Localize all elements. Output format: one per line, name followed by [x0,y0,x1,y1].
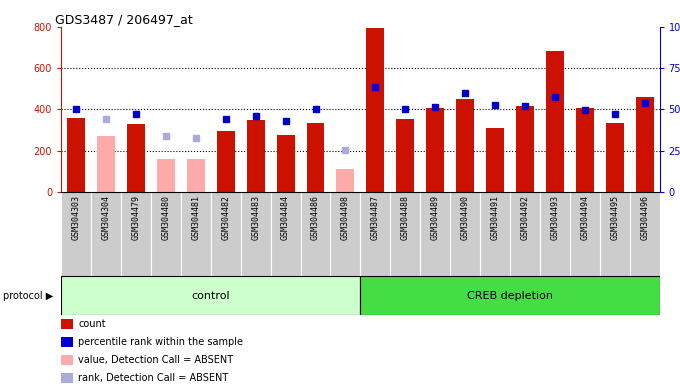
Text: GSM304498: GSM304498 [341,195,350,240]
Bar [271,192,301,276]
Text: count: count [78,319,106,329]
Bar [181,192,211,276]
Bar [600,192,630,276]
Bar [151,192,181,276]
Text: GSM304496: GSM304496 [640,195,649,240]
Bar [546,51,564,192]
Bar [367,28,384,192]
Text: control: control [192,291,230,301]
Bar [61,192,91,276]
Text: GSM304482: GSM304482 [221,195,231,240]
Text: GSM304480: GSM304480 [161,195,171,240]
Bar [301,192,330,276]
Bar [636,97,653,192]
Bar [61,355,73,365]
Bar [91,192,121,276]
Bar [241,192,271,276]
Bar [61,276,360,315]
Bar [61,373,73,382]
Bar [337,169,354,192]
Bar [211,192,241,276]
Bar [97,136,115,192]
Text: GSM304494: GSM304494 [580,195,590,240]
Bar [570,192,600,276]
Text: value, Detection Call = ABSENT: value, Detection Call = ABSENT [78,355,233,365]
Text: GSM304304: GSM304304 [101,195,111,240]
Text: CREB depletion: CREB depletion [467,291,553,301]
Bar [61,319,73,329]
Bar [360,192,390,276]
Text: GSM304488: GSM304488 [401,195,410,240]
Text: GSM304489: GSM304489 [430,195,440,240]
Bar [480,192,510,276]
Bar [516,106,534,192]
Text: GSM304490: GSM304490 [460,195,470,240]
Bar [420,192,450,276]
Bar [576,108,594,192]
Bar [450,192,480,276]
Bar [187,159,205,192]
Bar [121,192,151,276]
Text: GSM304483: GSM304483 [251,195,260,240]
Text: GSM304493: GSM304493 [550,195,560,240]
Bar [510,192,540,276]
Text: GSM304487: GSM304487 [371,195,380,240]
Bar [330,192,360,276]
Bar [217,131,235,192]
Text: GSM304481: GSM304481 [191,195,201,240]
Bar [127,124,145,192]
Text: GSM304303: GSM304303 [71,195,81,240]
Bar [360,276,660,315]
Bar [456,99,474,192]
Bar [540,192,570,276]
Bar [606,123,624,192]
Text: GSM304479: GSM304479 [131,195,141,240]
Text: percentile rank within the sample: percentile rank within the sample [78,337,243,347]
Bar [630,192,660,276]
Bar [396,119,414,192]
Text: GSM304495: GSM304495 [610,195,619,240]
Bar [390,192,420,276]
Text: GSM304484: GSM304484 [281,195,290,240]
Bar [277,135,294,192]
Text: GSM304486: GSM304486 [311,195,320,240]
Bar [307,123,324,192]
Text: protocol ▶: protocol ▶ [3,291,54,301]
Text: rank, Detection Call = ABSENT: rank, Detection Call = ABSENT [78,373,228,383]
Text: GSM304492: GSM304492 [520,195,530,240]
Text: GSM304491: GSM304491 [490,195,500,240]
Bar [67,118,85,192]
Text: GDS3487 / 206497_at: GDS3487 / 206497_at [55,13,193,26]
Bar [486,128,504,192]
Bar [61,337,73,347]
Bar [426,108,444,192]
Bar [157,159,175,192]
Bar [247,120,265,192]
